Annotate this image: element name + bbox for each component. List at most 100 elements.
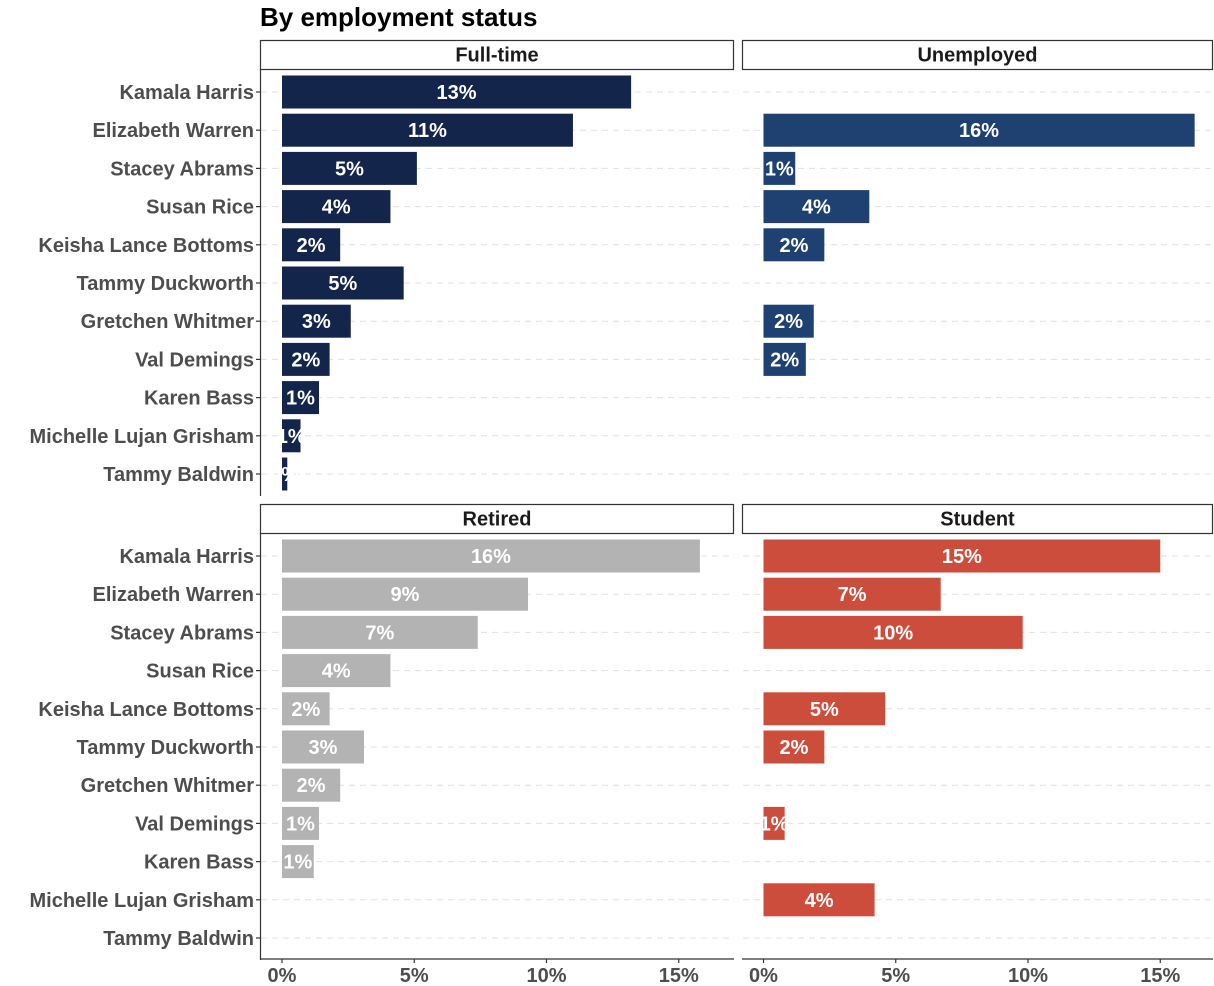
bar-full-time-tammy-baldwin <box>282 457 288 491</box>
data-label-unemployed-val-demings: 2% <box>770 349 799 371</box>
y-tick-label-bottom-stacey-abrams: Stacey Abrams <box>110 622 254 644</box>
facet-label-retired: Retired <box>463 509 532 531</box>
x-tick-label-right-15: 15% <box>1140 965 1180 986</box>
data-label-full-time-kamala-harris: 13% <box>437 82 477 104</box>
data-label-unemployed-elizabeth-warren: 16% <box>959 120 999 142</box>
bar-retired-val-demings <box>282 806 320 840</box>
data-label-full-time-stacey-abrams: 5% <box>335 158 364 180</box>
data-label-full-time-susan-rice: 4% <box>322 197 351 219</box>
data-label-full-time-val-demings: 2% <box>291 349 320 371</box>
bar-full-time-gretchen-whitmer <box>282 304 351 338</box>
facet-strip-retired <box>259 503 735 535</box>
bar-retired-keisha-lance-bottoms <box>282 692 330 726</box>
data-label-student-michelle-lujan-grisham: 4% <box>805 890 834 912</box>
bar-retired-gretchen-whitmer <box>282 768 341 802</box>
y-tick-label-top-stacey-abrams: Stacey Abrams <box>110 158 254 180</box>
y-tick-label-top-gretchen-whitmer: Gretchen Whitmer <box>81 311 255 333</box>
data-label-retired-tammy-duckworth: 3% <box>309 737 338 759</box>
y-tick-label-bottom-tammy-baldwin: Tammy Baldwin <box>103 928 254 950</box>
bar-retired-kamala-harris <box>282 539 700 573</box>
data-label-retired-keisha-lance-bottoms: 2% <box>291 699 320 721</box>
data-label-retired-elizabeth-warren: 9% <box>391 584 420 606</box>
data-label-full-time-keisha-lance-bottoms: 2% <box>297 235 326 257</box>
x-tick-label-right-10: 10% <box>1008 965 1048 986</box>
y-tick-label-top-val-demings: Val Demings <box>135 349 254 371</box>
bar-unemployed-susan-rice <box>763 190 870 224</box>
bar-unemployed-stacey-abrams <box>763 151 796 185</box>
bar-student-tammy-duckworth <box>763 730 825 764</box>
data-label-retired-kamala-harris: 16% <box>471 546 511 568</box>
bar-full-time-val-demings <box>282 342 330 376</box>
y-tick-label-top-susan-rice: Susan Rice <box>146 197 254 219</box>
y-tick-label-bottom-keisha-lance-bottoms: Keisha Lance Bottoms <box>38 699 254 721</box>
facet-strip-unemployed <box>741 39 1214 71</box>
bar-full-time-kamala-harris <box>282 75 632 109</box>
data-label-retired-karen-bass: 1% <box>283 852 312 874</box>
x-tick-label-left-10: 10% <box>526 965 566 986</box>
bar-full-time-keisha-lance-bottoms <box>282 228 341 262</box>
x-tick-label-left-0: 0% <box>268 965 297 986</box>
bar-retired-elizabeth-warren <box>282 577 528 611</box>
y-tick-label-bottom-val-demings: Val Demings <box>135 813 254 835</box>
y-tick-label-bottom-kamala-harris: Kamala Harris <box>119 546 254 568</box>
bar-full-time-michelle-lujan-grisham <box>282 419 301 453</box>
y-tick-label-bottom-michelle-lujan-grisham: Michelle Lujan Grisham <box>29 890 254 912</box>
bar-student-val-demings <box>763 806 785 840</box>
y-tick-label-top-tammy-duckworth: Tammy Duckworth <box>77 273 254 295</box>
bar-retired-karen-bass <box>282 845 314 879</box>
x-tick-label-left-5: 5% <box>400 965 429 986</box>
data-label-full-time-elizabeth-warren: 11% <box>408 120 447 142</box>
data-label-full-time-michelle-lujan-grisham: 1% <box>277 426 306 448</box>
bar-student-stacey-abrams <box>763 615 1023 649</box>
data-label-unemployed-stacey-abrams: 1% <box>765 158 794 180</box>
data-label-full-time-tammy-duckworth: 5% <box>328 273 357 295</box>
data-label-retired-val-demings: 1% <box>286 813 315 835</box>
bar-retired-tammy-duckworth <box>282 730 364 764</box>
bar-unemployed-keisha-lance-bottoms <box>763 228 825 262</box>
y-tick-label-top-kamala-harris: Kamala Harris <box>119 82 254 104</box>
bar-student-kamala-harris <box>763 539 1161 573</box>
bar-student-elizabeth-warren <box>763 577 941 611</box>
data-label-unemployed-keisha-lance-bottoms: 2% <box>779 235 808 257</box>
data-label-student-stacey-abrams: 10% <box>873 622 913 644</box>
data-label-retired-gretchen-whitmer: 2% <box>297 775 326 797</box>
data-label-full-time-karen-bass: 1% <box>286 388 315 410</box>
bar-student-michelle-lujan-grisham <box>763 883 875 917</box>
data-label-unemployed-susan-rice: 4% <box>802 197 831 219</box>
data-label-student-keisha-lance-bottoms: 5% <box>810 699 839 721</box>
bar-full-time-susan-rice <box>282 190 391 224</box>
bar-unemployed-elizabeth-warren <box>763 113 1195 147</box>
facet-label-unemployed: Unemployed <box>917 45 1037 67</box>
bar-unemployed-gretchen-whitmer <box>763 304 814 338</box>
data-label-unemployed-gretchen-whitmer: 2% <box>774 311 803 333</box>
x-tick-label-right-5: 5% <box>881 965 910 986</box>
y-tick-label-top-karen-bass: Karen Bass <box>144 388 254 410</box>
data-label-full-time-gretchen-whitmer: 3% <box>302 311 331 333</box>
chart-title: By employment status <box>260 2 538 32</box>
data-label-student-tammy-duckworth: 2% <box>779 737 808 759</box>
x-tick-label-left-15: 15% <box>659 965 699 986</box>
y-tick-label-bottom-karen-bass: Karen Bass <box>144 852 254 874</box>
data-label-retired-susan-rice: 4% <box>322 661 351 683</box>
facet-label-student: Student <box>940 509 1015 531</box>
bar-student-keisha-lance-bottoms <box>763 692 886 726</box>
x-tick-label-right-0: 0% <box>749 965 778 986</box>
data-label-student-kamala-harris: 15% <box>942 546 982 568</box>
bar-unemployed-val-demings <box>763 342 806 376</box>
bar-full-time-tammy-duckworth <box>282 266 404 300</box>
data-label-student-val-demings: 1% <box>760 813 789 835</box>
y-tick-label-bottom-gretchen-whitmer: Gretchen Whitmer <box>81 775 255 797</box>
data-label-student-elizabeth-warren: 7% <box>838 584 867 606</box>
y-tick-label-top-michelle-lujan-grisham: Michelle Lujan Grisham <box>29 426 254 448</box>
bar-retired-susan-rice <box>282 654 391 688</box>
y-tick-label-top-keisha-lance-bottoms: Keisha Lance Bottoms <box>38 235 254 257</box>
y-tick-label-top-elizabeth-warren: Elizabeth Warren <box>92 120 254 142</box>
facet-label-full-time: Full-time <box>455 45 538 67</box>
y-tick-label-bottom-tammy-duckworth: Tammy Duckworth <box>77 737 254 759</box>
facet-strip-full-time <box>259 39 735 71</box>
data-label-retired-stacey-abrams: 7% <box>365 622 394 644</box>
bar-full-time-elizabeth-warren <box>282 113 573 147</box>
y-tick-label-bottom-susan-rice: Susan Rice <box>146 661 254 683</box>
bar-full-time-karen-bass <box>282 381 320 415</box>
